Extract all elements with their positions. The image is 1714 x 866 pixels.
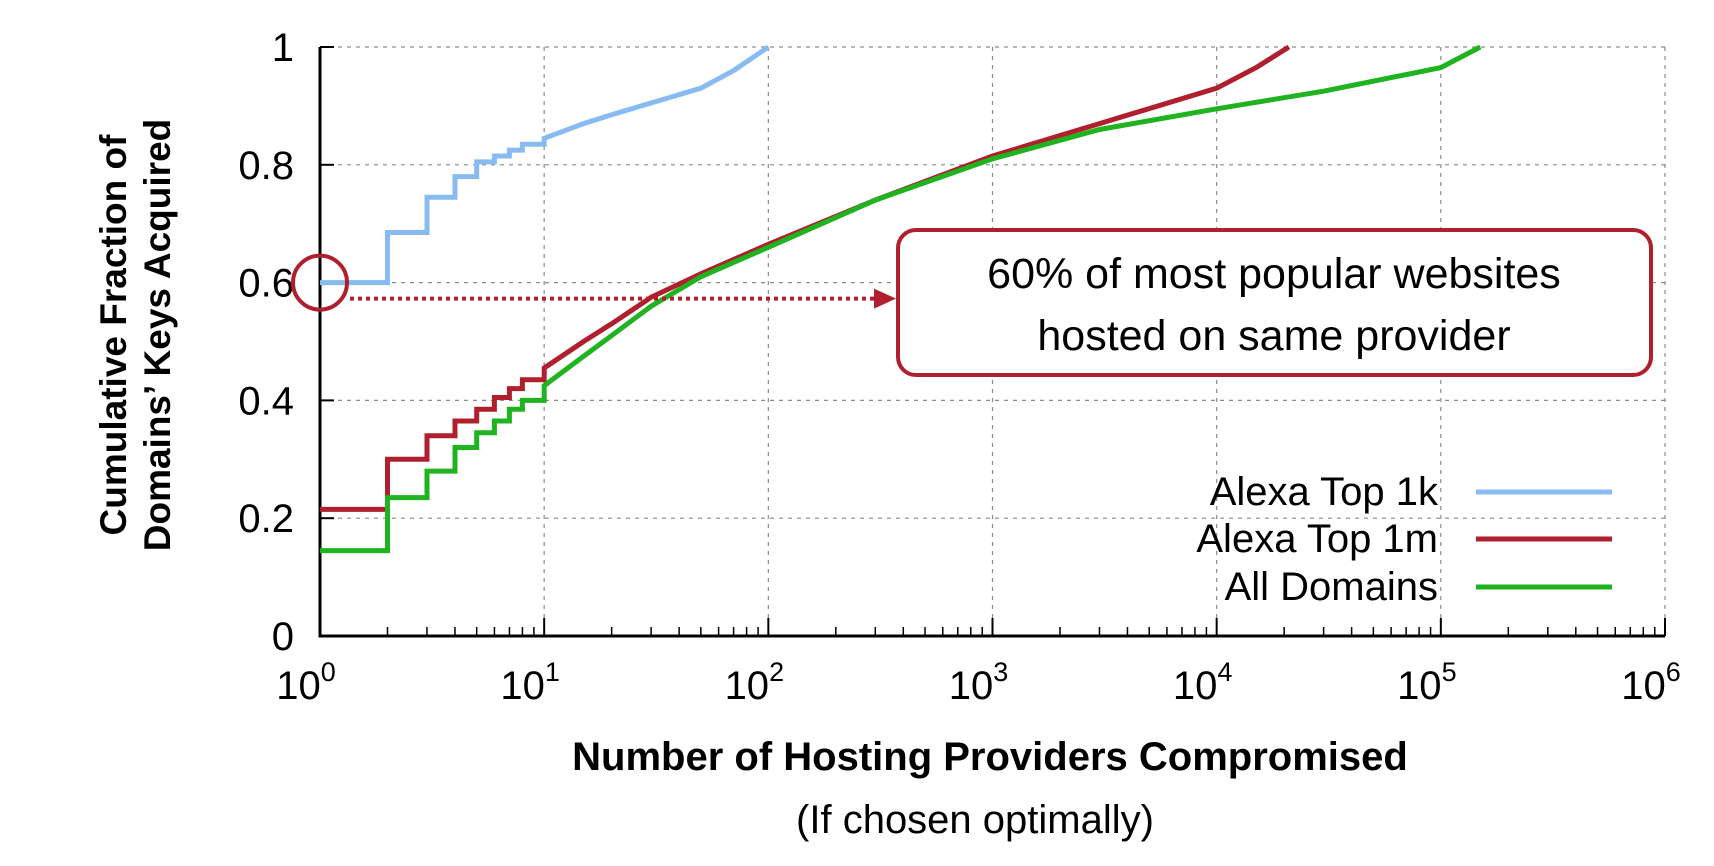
x-tick-label-5: 105 <box>1397 657 1457 708</box>
x-axis-label: Number of Hosting Providers Compromised <box>572 735 1408 779</box>
legend: Alexa Top 1k Alexa Top 1m All Domains <box>1196 470 1612 609</box>
x-tick-label-4: 104 <box>1173 657 1233 708</box>
x-tick-label-2: 102 <box>725 657 785 708</box>
y-tick-label-2: 0.4 <box>238 379 294 423</box>
legend-label-alexa-top-1m: Alexa Top 1m <box>1196 517 1438 561</box>
y-axis-title: Cumulative Fraction of Domains’ Keys Acq… <box>93 119 178 552</box>
y-tick-label-0: 0 <box>272 615 294 659</box>
axes: 0 0.2 0.4 0.6 0.8 1 100 101 102 103 104 105 106 <box>238 26 1680 708</box>
legend-label-all-domains: All Domains <box>1225 565 1438 609</box>
x-axis-sublabel: (If chosen optimally) <box>796 798 1154 842</box>
y-axis-label-line-1: Cumulative Fraction of <box>93 134 134 536</box>
y-axis-label-line-2: Domains’ Keys Acquired <box>137 119 178 552</box>
y-tick-label-5: 1 <box>272 26 294 70</box>
annotation-box <box>896 228 1653 377</box>
x-tick-label-6: 106 <box>1621 657 1681 708</box>
annotation: 60% of most popular websites hosted on s… <box>291 228 1653 377</box>
y-tick-label-3: 0.6 <box>238 262 294 306</box>
series-line-all-domains <box>320 44 1482 554</box>
annotation-circle <box>291 253 349 312</box>
y-tick-label-4: 0.8 <box>238 144 294 188</box>
annotation-line-1: 60% of most popular websites <box>987 250 1561 298</box>
x-tick-label-3: 103 <box>949 657 1009 708</box>
series-line-alexa-top-1k <box>320 44 770 286</box>
legend-label-alexa-top-1k: Alexa Top 1k <box>1210 470 1439 514</box>
x-tick-label-1: 101 <box>500 657 560 708</box>
series-lines <box>320 44 1482 554</box>
y-tick-label-1: 0.2 <box>238 497 294 541</box>
x-tick-label-0: 100 <box>276 657 336 708</box>
annotation-line-2: hosted on same provider <box>1037 312 1510 360</box>
annotation-arrow-head <box>874 288 896 309</box>
